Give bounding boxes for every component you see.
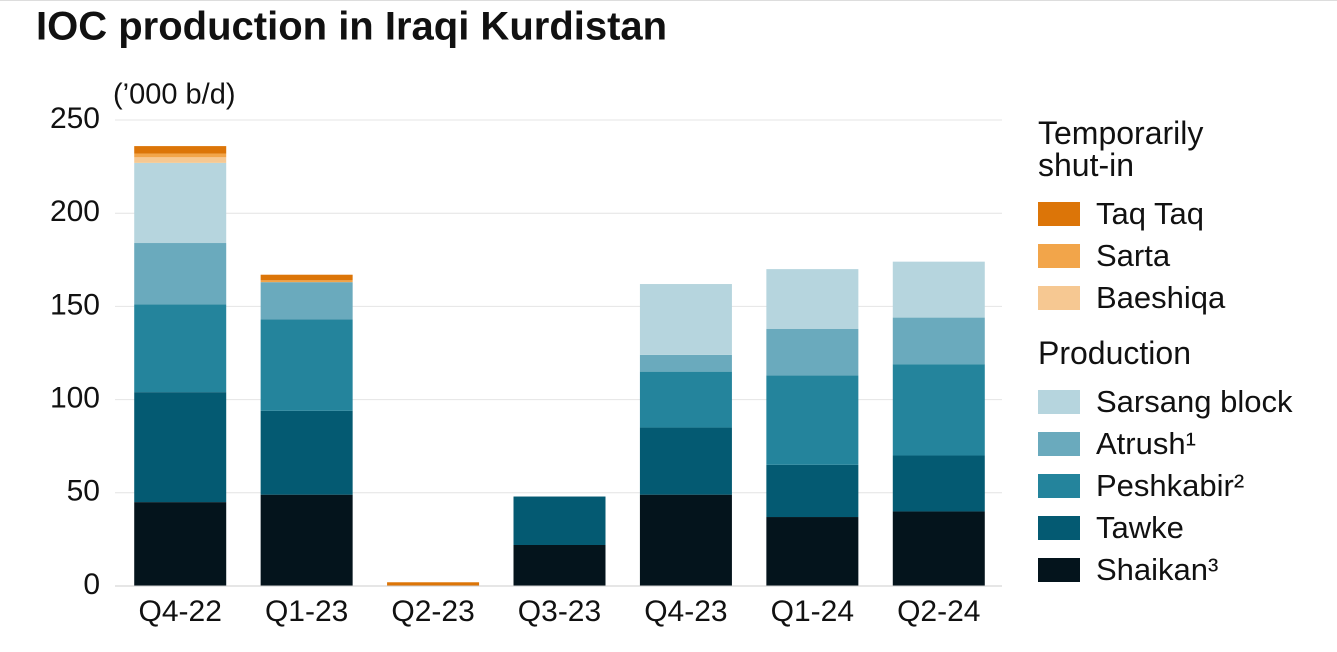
legend-swatch — [1038, 286, 1080, 310]
legend-group-title: Production — [1038, 335, 1191, 371]
chart-title: IOC production in Iraqi Kurdistan — [36, 5, 667, 49]
legend-swatch — [1038, 516, 1080, 540]
bar-segment — [134, 162, 227, 244]
bar-segment — [260, 280, 353, 283]
x-tick-label: Q2-24 — [897, 595, 980, 628]
legend-item: Peshkabir² — [1038, 465, 1337, 507]
bar-segment — [766, 517, 859, 586]
y-tick-label: 200 — [50, 195, 100, 228]
bar-segment — [639, 354, 732, 372]
bar-segment — [260, 282, 353, 320]
bar-segment — [260, 494, 353, 586]
x-tick-label: Q4-23 — [644, 595, 727, 628]
legend-swatch — [1038, 244, 1080, 268]
legend-item: Tawke — [1038, 507, 1337, 549]
legend-swatch — [1038, 432, 1080, 456]
legend-label: Taq Taq — [1096, 196, 1205, 231]
legend-group-title: Temporarily shut-in — [1038, 115, 1204, 183]
legend-swatch — [1038, 202, 1080, 226]
legend-label: Atrush¹ — [1096, 426, 1196, 461]
legend-swatch — [1038, 474, 1080, 498]
bar-segment — [260, 319, 353, 411]
legend-label: Sarta — [1096, 238, 1171, 273]
bar-segment — [134, 157, 227, 163]
legend-item: Taq Taq — [1038, 193, 1337, 235]
bar-segment — [260, 274, 353, 281]
bar-segment — [766, 269, 859, 329]
y-tick-label: 150 — [50, 288, 100, 321]
legend-label: Peshkabir² — [1096, 468, 1245, 503]
y-axis-label: (’000 b/d) — [113, 79, 236, 111]
legend-swatch — [1038, 390, 1080, 414]
x-tick-label: Q1-23 — [265, 595, 348, 628]
bar-segment — [387, 582, 480, 586]
bar-segment — [766, 375, 859, 465]
bar-segment — [134, 153, 227, 158]
bar-segment — [892, 364, 985, 456]
bar-segment — [892, 261, 985, 318]
bar-segment — [892, 455, 985, 512]
legend-label: Sarsang block — [1096, 384, 1293, 419]
x-tick-label: Q1-24 — [771, 595, 854, 628]
bar-segment — [639, 371, 732, 428]
bar-segment — [639, 284, 732, 355]
bar-segment — [639, 427, 732, 495]
bar-segment — [513, 496, 606, 545]
bar-segment — [134, 502, 227, 586]
bar-segment — [134, 243, 227, 305]
bar-segment — [134, 392, 227, 503]
legend-item: Sarta — [1038, 235, 1337, 277]
legend-label: Tawke — [1096, 510, 1184, 545]
legend: Temporarily shut-in Taq Taq Sarta Baeshiqa P… — [1038, 117, 1337, 591]
y-tick-label: 0 — [83, 568, 100, 601]
bar-segment — [639, 494, 732, 586]
chart: IOC production in Iraqi Kurdistan (’000 … — [36, 5, 1002, 628]
bar-segment — [766, 328, 859, 376]
bar-segment — [892, 317, 985, 365]
bar-segment — [134, 304, 227, 393]
legend-item: Baeshiqa — [1038, 277, 1337, 319]
bar-segment — [766, 464, 859, 518]
legend-item: Atrush¹ — [1038, 423, 1337, 465]
legend-swatch — [1038, 558, 1080, 582]
x-tick-label: Q4-22 — [139, 595, 222, 628]
legend-label: Shaikan³ — [1096, 552, 1219, 587]
x-tick-label: Q2-23 — [391, 595, 474, 628]
bar-segment — [892, 511, 985, 586]
bar-segment — [513, 544, 606, 586]
legend-label: Baeshiqa — [1096, 280, 1226, 315]
y-tick-label: 100 — [50, 382, 100, 415]
y-tick-label: 250 — [50, 102, 100, 135]
x-tick-label: Q3-23 — [518, 595, 601, 628]
legend-item: Sarsang block — [1038, 381, 1337, 423]
bar-segment — [260, 410, 353, 495]
legend-item: Shaikan³ — [1038, 549, 1337, 591]
bar-segment — [134, 146, 227, 154]
y-tick-label: 50 — [67, 475, 100, 508]
